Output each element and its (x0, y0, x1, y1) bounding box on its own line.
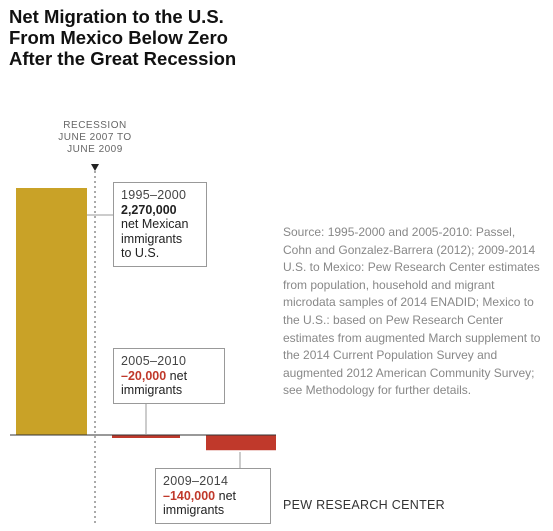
recession-label-line: JUNE 2007 TO (58, 132, 132, 143)
bar-0 (16, 188, 87, 435)
callout-text: immigrants (121, 383, 183, 397)
recession-label-line: JUNE 2009 (67, 144, 123, 155)
callout-text: net Mexican (121, 217, 189, 231)
callout-1995-2000: 1995–2000 2,270,000 net Mexican immigran… (113, 182, 207, 267)
credit-line: PEW RESEARCH CENTER (283, 498, 445, 512)
callout-text: to U.S. (121, 246, 160, 260)
callout-text: immigrants (121, 231, 183, 246)
recession-label-line: RECESSION (63, 120, 127, 131)
callout-period: 2009–2014 (163, 474, 229, 488)
recession-marker-arrow (91, 164, 99, 171)
callout-text: immigrants (163, 503, 225, 517)
source-note: Source: 1995-2000 and 2005-2010: Passel,… (283, 225, 541, 398)
callout-value: –140,000 (163, 488, 216, 503)
callout-value: 2,270,000 (121, 202, 177, 217)
callout-text: net (169, 368, 188, 383)
callout-period: 1995–2000 (121, 188, 187, 202)
bar-2 (206, 435, 276, 451)
callout-text: net (218, 488, 237, 503)
callout-2005-2010: 2005–2010 –20,000 net immigrants (113, 348, 225, 404)
callout-2009-2014: 2009–2014 –140,000 net immigrants (155, 468, 271, 524)
bar-1 (112, 435, 180, 438)
callout-period: 2005–2010 (121, 354, 187, 368)
chart-title: Net Migration to the U.S. From Mexico Be… (9, 6, 237, 69)
recession-label: RECESSION JUNE 2007 TO JUNE 2009 (40, 120, 150, 156)
callout-value: –20,000 (121, 368, 167, 383)
